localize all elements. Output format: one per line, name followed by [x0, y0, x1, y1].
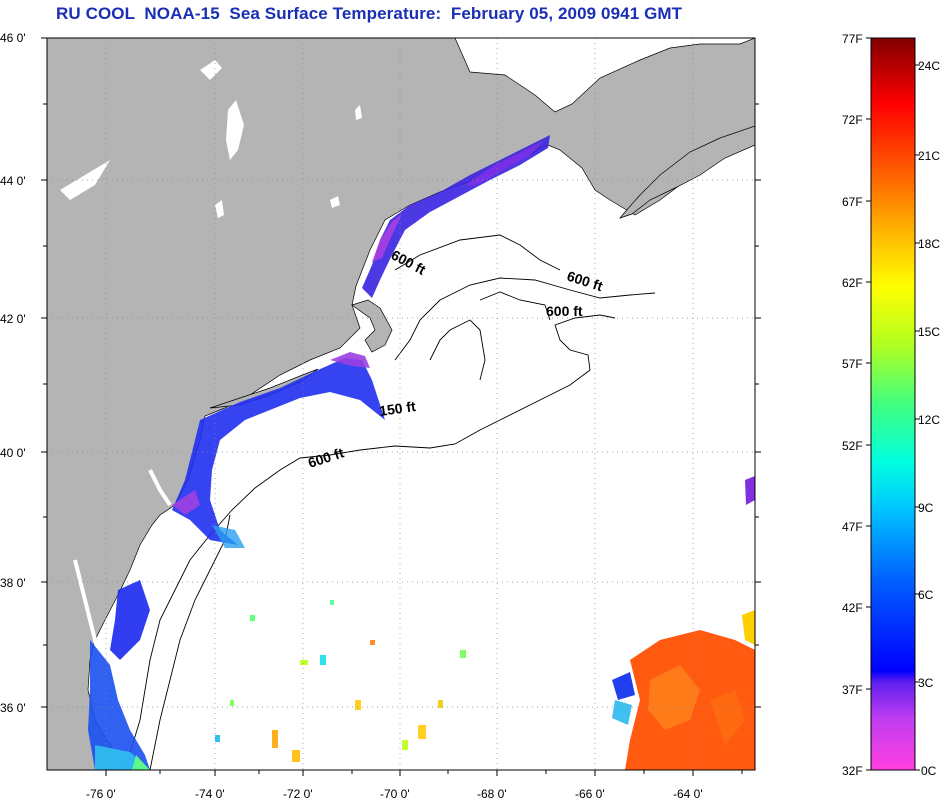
land-nova-scotia	[618, 125, 755, 219]
lon-label-70: -70 0'	[380, 787, 410, 801]
sst-warm-eddy	[612, 476, 755, 770]
cb-f-label: 67F	[842, 195, 863, 209]
land-cape-cod	[351, 299, 393, 353]
sst-swath-offshore	[215, 600, 466, 762]
colorbar	[870, 37, 916, 771]
lat-label-40: 40 0'	[0, 446, 26, 460]
grid-lines	[47, 38, 755, 770]
inland-lakes	[60, 60, 362, 218]
lat-label-36: 36 0'	[0, 701, 26, 715]
cb-c-label: 18C	[918, 237, 940, 251]
cb-c-label: 9C	[918, 501, 934, 515]
lat-label-46: 46 0'	[0, 31, 26, 45]
lon-label-72: -72 0'	[283, 787, 313, 801]
lon-label-64: -64 0'	[673, 787, 703, 801]
cb-f-label: 62F	[842, 276, 863, 290]
bathymetry-contours	[124, 234, 656, 770]
cb-f-label: 47F	[842, 520, 863, 534]
axis-ticks	[41, 37, 761, 776]
lon-label-74: -74 0'	[195, 787, 225, 801]
lon-label-68: -68 0'	[477, 787, 507, 801]
lat-label-44: 44 0'	[0, 174, 26, 188]
sst-swath-nearshore	[88, 135, 550, 770]
cb-c-label: 6C	[918, 588, 934, 602]
lat-label-42: 42 0'	[0, 312, 26, 326]
colorbar-fahrenheit-labels: 77F 72F 67F 62F 57F 52F 47F 42F 37F 32F	[842, 32, 863, 778]
colorbar-ticks	[866, 37, 920, 771]
cb-f-label: 57F	[842, 357, 863, 371]
contour-label-150ft: 150 ft	[378, 398, 417, 419]
cb-f-label: 32F	[842, 764, 863, 778]
cb-f-label: 72F	[842, 113, 863, 127]
cb-c-label: 0C	[921, 764, 937, 778]
map-title: RU COOL NOAA-15 Sea Surface Temperature:…	[56, 4, 683, 23]
cb-c-label: 12C	[918, 413, 940, 427]
cb-f-label: 42F	[842, 601, 863, 615]
longitude-labels: -76 0' -74 0' -72 0' -70 0' -68 0' -66 0…	[86, 787, 703, 801]
colorbar-celsius-labels: 24C 21C 18C 15C 12C 9C 6C 3C 0C	[918, 59, 940, 778]
map-frame	[46, 37, 756, 771]
cb-c-label: 15C	[918, 325, 940, 339]
contour-label-600ft-georges: 600 ft	[546, 303, 583, 319]
cb-f-label: 37F	[842, 683, 863, 697]
latitude-labels: 46 0' 44 0' 42 0' 40 0' 38 0' 36 0'	[0, 31, 26, 715]
lon-label-66: -66 0'	[575, 787, 605, 801]
cb-f-label: 52F	[842, 439, 863, 453]
cb-c-label: 24C	[918, 59, 940, 73]
cb-c-label: 3C	[918, 676, 934, 690]
lon-label-76: -76 0'	[86, 787, 116, 801]
cb-f-label: 77F	[842, 32, 863, 46]
cb-c-label: 21C	[918, 149, 940, 163]
lat-label-38: 38 0'	[0, 576, 26, 590]
